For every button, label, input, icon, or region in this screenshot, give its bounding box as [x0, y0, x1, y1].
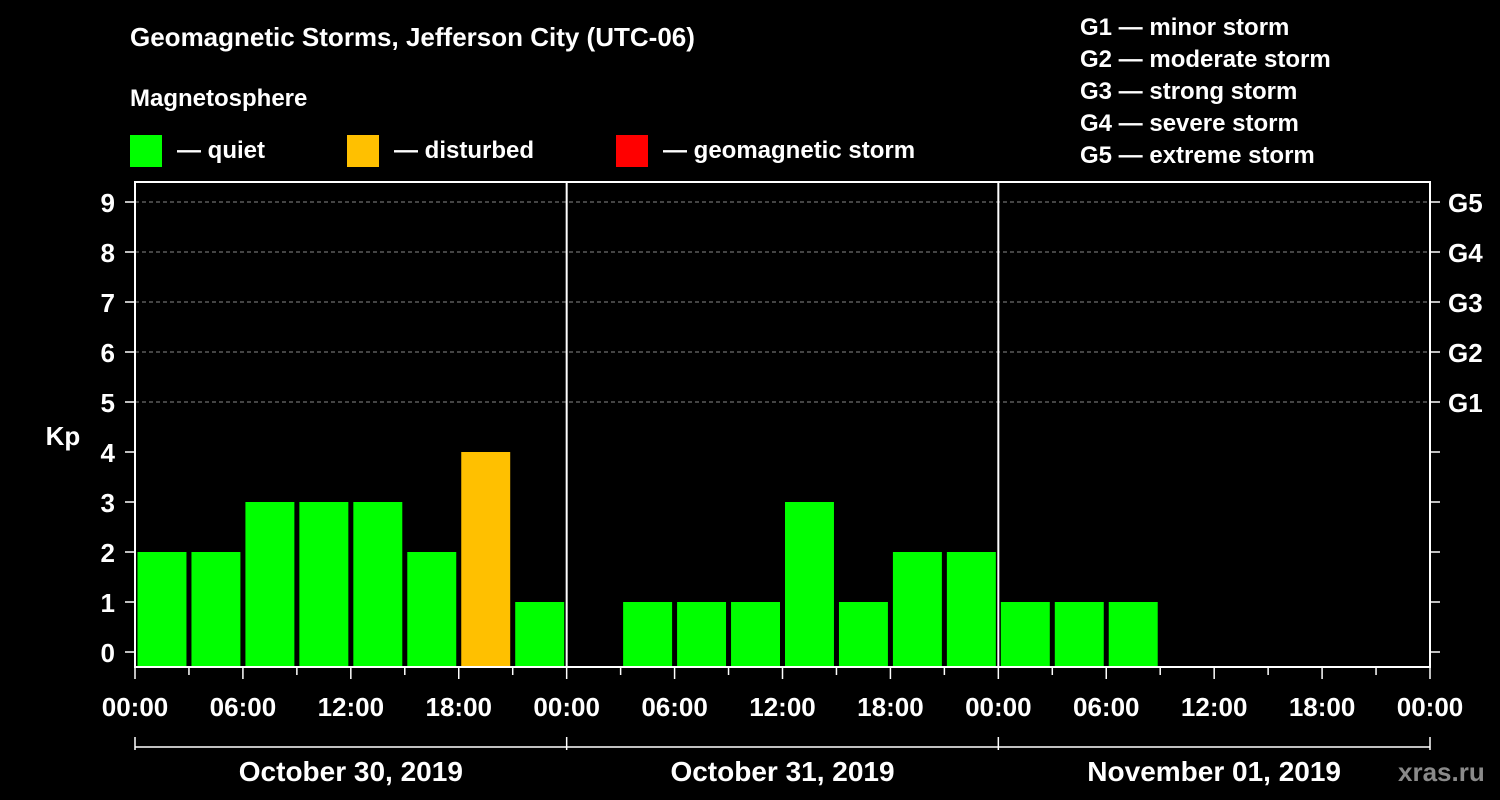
grid-layer — [135, 201, 1430, 403]
kp-bar — [838, 602, 888, 667]
scale-g4: G4 — severe storm — [1080, 110, 1299, 137]
kp-bar — [1108, 602, 1158, 667]
kp-bar — [623, 602, 673, 667]
legend-disturbed: — disturbed — [347, 134, 534, 168]
legend-disturbed-swatch — [347, 135, 379, 167]
kp-bar — [515, 602, 565, 667]
x-tick-label: 18:00 — [426, 692, 493, 722]
legend-quiet-label: — quiet — [177, 137, 265, 164]
y-tick-label: 8 — [101, 238, 115, 268]
x-tick-label: 00:00 — [1397, 692, 1464, 722]
scale-g5: G5 — extreme storm — [1080, 142, 1315, 169]
storm-level-label: G1 — [1448, 388, 1483, 418]
scale-g3: G3 — strong storm — [1080, 78, 1298, 105]
y-tick-label: 6 — [101, 338, 115, 368]
storm-level-label: G3 — [1448, 288, 1483, 318]
y-axis-label: Kp — [46, 421, 81, 451]
storm-level-label: G4 — [1448, 238, 1483, 268]
legend-quiet: — quiet — [130, 134, 265, 168]
x-tick-label: 18:00 — [857, 692, 924, 722]
x-tick-label: 12:00 — [1181, 692, 1248, 722]
legend-storm-swatch — [616, 135, 648, 167]
x-tick-label: 18:00 — [1289, 692, 1356, 722]
kp-bar — [946, 552, 996, 667]
kp-bar — [785, 502, 834, 667]
kp-bar — [731, 602, 780, 667]
x-tick-label: 06:00 — [210, 692, 277, 722]
kp-bar — [353, 502, 403, 667]
kp-bar — [892, 552, 942, 667]
x-tick-label: 00:00 — [102, 692, 169, 722]
legend-disturbed-label: — disturbed — [394, 137, 535, 164]
kp-bar — [677, 602, 727, 667]
kp-bar — [1000, 602, 1050, 667]
bars-layer — [137, 452, 1158, 667]
y-tick-label: 9 — [101, 188, 115, 218]
y-tick-label: 0 — [101, 638, 115, 668]
scale-g1: G1 — minor storm — [1080, 14, 1290, 41]
legend-storm-label: — geomagnetic storm — [663, 137, 916, 164]
scale-g2: G2 — moderate storm — [1080, 46, 1331, 73]
y-tick-label: 7 — [101, 288, 115, 318]
magnetosphere-heading: Magnetosphere — [130, 85, 308, 112]
day-label: October 31, 2019 — [670, 756, 894, 787]
day-label: October 30, 2019 — [239, 756, 463, 787]
y-tick-label: 3 — [101, 488, 115, 518]
x-tick-label: 00:00 — [965, 692, 1032, 722]
y-tick-label: 4 — [101, 438, 116, 468]
chart-title: Geomagnetic Storms, Jefferson City (UTC-… — [130, 22, 695, 52]
y-tick-label: 1 — [101, 588, 115, 618]
kp-bar — [137, 552, 187, 667]
x-tick-label: 06:00 — [1073, 692, 1140, 722]
legend-quiet-swatch — [130, 135, 162, 167]
kp-bar — [245, 502, 295, 667]
axes-layer: 0 1 2 3 4 5 6 7 8 9 G1 G2 G3 G4 G5 00:00 06:00 12:00 18:00… — [101, 181, 1483, 787]
storm-level-label: G2 — [1448, 338, 1483, 368]
watermark: xras.ru — [1398, 757, 1485, 787]
kp-bar — [407, 552, 457, 667]
kp-bar — [1054, 602, 1104, 667]
kp-bar — [299, 502, 349, 667]
x-tick-label: 12:00 — [749, 692, 816, 722]
kp-bar — [191, 552, 241, 667]
y-tick-label: 5 — [101, 388, 115, 418]
day-label: November 01, 2019 — [1087, 756, 1341, 787]
storm-level-label: G5 — [1448, 188, 1483, 218]
y-tick-label: 2 — [101, 538, 115, 568]
legend-storm: — geomagnetic storm — [616, 134, 915, 168]
x-tick-label: 06:00 — [641, 692, 708, 722]
x-tick-label: 00:00 — [533, 692, 600, 722]
kp-bar — [461, 452, 511, 667]
x-tick-label: 12:00 — [318, 692, 385, 722]
